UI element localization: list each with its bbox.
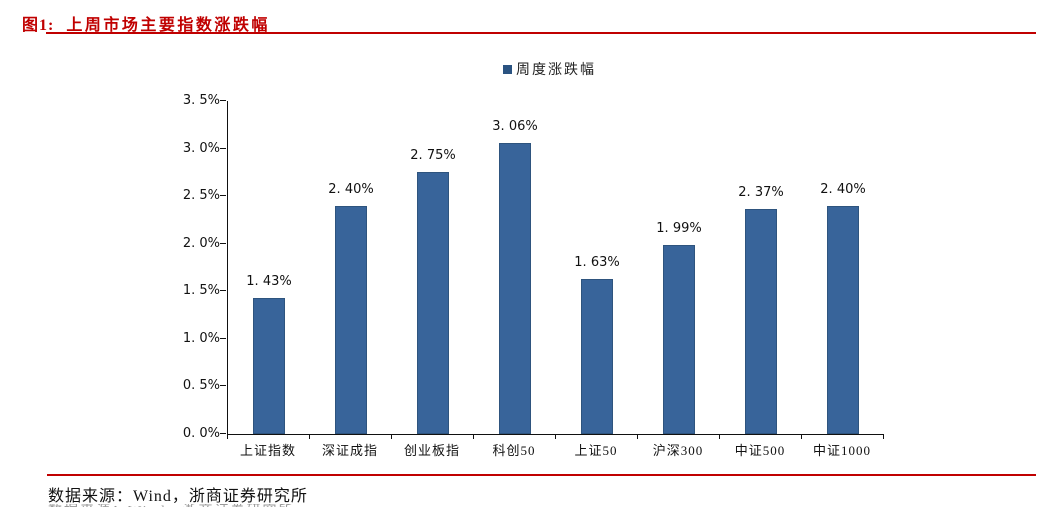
x-axis-category-label: 中证500 [734, 443, 786, 458]
x-axis-tick-mark [719, 434, 720, 439]
x-axis-category-label: 中证1000 [812, 443, 871, 458]
bar-value-label: 2. 37% [738, 184, 784, 200]
bar-深证成指 [335, 205, 367, 434]
y-axis-tick-label: 0. 5% [182, 378, 220, 394]
legend-marker-icon [503, 64, 512, 74]
figure-title: 图1: 上周市场主要指数涨跌幅 [22, 11, 270, 35]
x-axis-tick-mark [227, 434, 228, 439]
chart-legend: 周度涨跌幅 [503, 59, 596, 79]
bar-value-label: 2. 40% [328, 181, 374, 197]
y-axis-tick-label: 1. 5% [182, 283, 220, 299]
bar-沪深300 [663, 244, 695, 434]
x-axis-category-label: 创业板指 [403, 443, 460, 458]
bar-value-label: 1. 63% [574, 254, 620, 270]
x-axis-tick-mark [473, 434, 474, 439]
bar-value-label: 1. 99% [656, 220, 702, 236]
x-axis-category-label: 深证成指 [321, 443, 378, 458]
bar-value-label: 2. 40% [820, 181, 866, 197]
y-axis-tick-label: 2. 5% [182, 188, 220, 204]
figure-number-label: 图1: [22, 17, 55, 34]
y-axis-tick-mark [220, 195, 226, 197]
x-axis-category-label: 沪深300 [652, 443, 704, 458]
y-axis-tick-label: 0. 0% [182, 426, 220, 441]
y-axis-tick-label: 2. 0% [182, 235, 220, 251]
x-axis-tick-mark [637, 434, 638, 439]
x-axis-category-label: 上证50 [574, 443, 618, 458]
bar-科创50 [499, 142, 531, 434]
bar-中证1000 [827, 205, 859, 434]
y-axis-tick-label: 1. 0% [182, 330, 220, 346]
y-axis-tick-mark [220, 242, 226, 244]
y-axis-tick-label: 3. 0% [182, 140, 220, 156]
x-axis-category-label: 上证指数 [239, 443, 296, 458]
y-axis-tick-label: 3. 5% [182, 93, 220, 108]
chart-plot-area: 1. 43% 2. 40% 2. 75% 3. 06% 1. 63% 1. 99% 2. 3… [227, 101, 884, 435]
bar-value-label: 3. 06% [492, 118, 538, 134]
x-axis-tick-mark [391, 434, 392, 439]
y-axis-tick-mark [220, 100, 226, 101]
x-axis-tick-mark [801, 434, 802, 439]
bar-上证指数 [253, 297, 285, 434]
bar-value-label: 2. 75% [410, 148, 456, 164]
y-axis-tick-mark [220, 337, 226, 339]
bar-创业板指 [417, 172, 449, 434]
cropped-next-line-artifact: 数据来源：Wind，浙商证券研究所 [48, 504, 482, 507]
bar-中证500 [745, 208, 777, 434]
data-source-text: 数据来源：Wind，浙商证券研究所 [48, 488, 308, 505]
x-axis-tick-mark [555, 434, 556, 439]
x-axis-tick-mark [883, 434, 884, 439]
y-axis-tick-mark [220, 147, 226, 149]
legend-series-label: 周度涨跌幅 [516, 63, 596, 78]
y-axis-tick-mark [220, 433, 226, 434]
title-divider-line [46, 32, 1036, 34]
footer-divider-line [47, 474, 1036, 476]
x-axis-category-label: 科创50 [492, 443, 536, 458]
figure-title-text: 上周市场主要指数涨跌幅 [66, 17, 270, 34]
y-axis-tick-mark [220, 290, 226, 292]
bar-value-label: 1. 43% [246, 273, 292, 289]
y-axis-tick-mark [220, 385, 226, 387]
x-axis-tick-mark [309, 434, 310, 439]
bar-上证50 [581, 278, 613, 434]
